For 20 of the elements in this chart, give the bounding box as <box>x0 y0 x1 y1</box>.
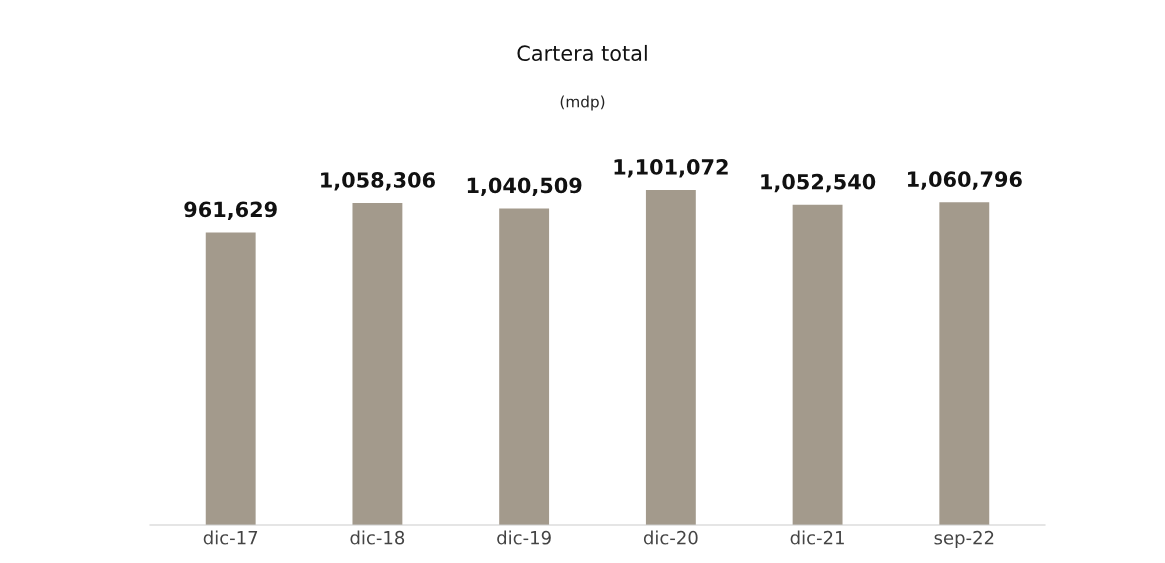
data-label: 1,058,306 <box>321 172 435 191</box>
bar <box>205 232 256 525</box>
bar <box>352 203 403 525</box>
x-tick-label: dic-18 <box>350 530 405 545</box>
data-label: 1,101,072 <box>614 159 728 178</box>
x-tick-label: dic-19 <box>497 530 551 545</box>
bar <box>499 208 550 525</box>
data-label: 1,052,540 <box>761 173 876 193</box>
data-label: 1,040,509 <box>467 177 582 196</box>
bar <box>939 202 990 525</box>
data-label: 961,629 <box>184 201 277 220</box>
chart-subtitle: (mdp) <box>560 95 605 111</box>
bar <box>645 190 696 525</box>
x-tick-label: dic-20 <box>643 530 698 545</box>
chart-title: Cartera total <box>517 44 647 62</box>
x-tick-label: sep-22 <box>934 530 994 549</box>
x-tick-label: dic-17 <box>203 530 258 545</box>
bar <box>792 204 843 525</box>
x-tick-label: dic-21 <box>790 530 844 545</box>
data-label: 1,060,796 <box>908 171 1022 190</box>
